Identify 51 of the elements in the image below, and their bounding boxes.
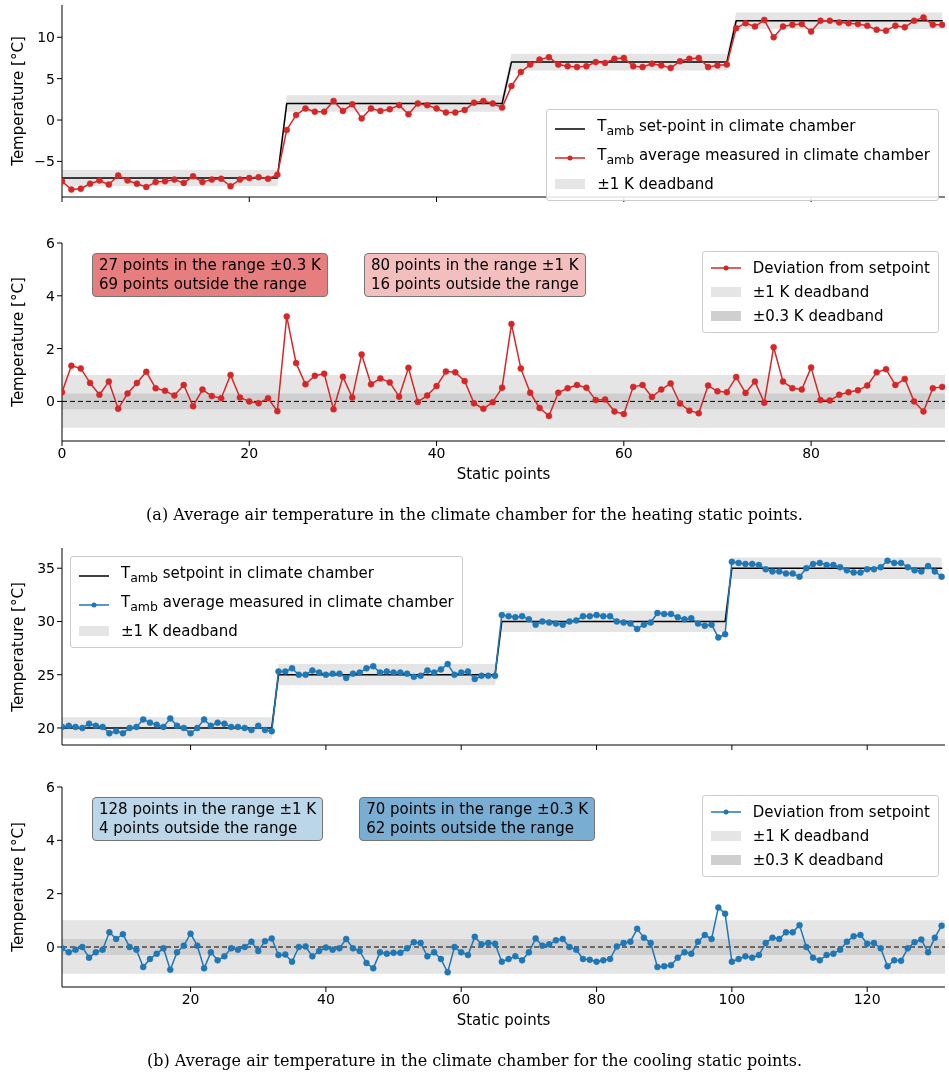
text: (b) Average air temperature in the climate chamber for the cooling static points. xyxy=(145,1051,804,1070)
y-tick-label: 6 xyxy=(46,778,56,795)
y-tick-label: 2 xyxy=(46,340,55,357)
y-tick-label: 30 xyxy=(37,613,55,630)
legend-label: T$_{amb}$ set-point in climate chamber xyxy=(597,116,856,140)
legend-label: ±1 K deadband xyxy=(752,282,870,303)
y-axis-title: Temperature [°C] xyxy=(9,581,27,712)
y-tick-label: 25 xyxy=(37,666,55,683)
x-tick-label: 120 xyxy=(853,990,881,1007)
y-tick-label: 5 xyxy=(46,70,55,87)
y-axis-title: Temperature [°C] xyxy=(9,277,27,407)
x-tick-label: 60 xyxy=(614,444,633,461)
y-tick-label: 0 xyxy=(46,938,55,955)
legend-label: T$_{amb}$ setpoint in climate chamber xyxy=(121,563,374,587)
legend-label: ±1 K deadband xyxy=(597,174,714,195)
x-tick-label: 80 xyxy=(802,444,821,461)
y-tick-label: −5 xyxy=(34,153,55,170)
y-tick-label: 35 xyxy=(37,560,55,577)
y-tick-label: 10 xyxy=(37,29,55,46)
x-tick-label: 80 xyxy=(587,990,606,1007)
legend-label: T$_{amb}$ average measured in climate chamber xyxy=(121,592,454,616)
x-tick-label: 60 xyxy=(452,990,471,1007)
annotation: 128 points in the range ±1 K 4 points outside the range xyxy=(92,797,324,841)
y-tick-label: 4 xyxy=(46,287,56,304)
x-tick-label: 40 xyxy=(427,444,446,461)
legend-label: ±1 K deadband xyxy=(121,621,238,642)
text: (a) Average air temperature in the climate chamber for the heating static points. xyxy=(145,505,804,524)
legend-label: Deviation from setpoint xyxy=(752,802,930,823)
x-axis-title: Static points xyxy=(455,1011,552,1029)
legend-label: ±0.3 K deadband xyxy=(752,850,884,871)
annotation: 80 points in the range ±1 K 16 points outside the range xyxy=(363,253,586,297)
y-tick-label: 20 xyxy=(37,719,55,736)
legend-label: Deviation from setpoint xyxy=(752,258,930,279)
x-tick-label: 20 xyxy=(240,444,259,461)
legend-label: ±1 K deadband xyxy=(752,826,870,847)
x-tick-label: 0 xyxy=(57,444,67,461)
x-tick-label: 20 xyxy=(181,990,200,1007)
x-tick-label: 100 xyxy=(718,990,746,1007)
y-axis-title: Temperature [°C] xyxy=(9,36,27,166)
y-tick-label: 0 xyxy=(46,112,55,128)
x-tick-label: 40 xyxy=(316,990,335,1007)
y-tick-label: 6 xyxy=(46,234,56,251)
legend-label: ±0.3 K deadband xyxy=(752,306,884,327)
x-axis-title: Static points xyxy=(455,465,552,483)
annotation: 27 points in the range ±0.3 K 69 points outside the range xyxy=(92,253,328,297)
y-tick-label: 0 xyxy=(46,393,55,410)
y-axis-title: Temperature [°C] xyxy=(9,822,27,952)
y-tick-label: 2 xyxy=(46,885,55,902)
y-tick-label: 4 xyxy=(46,832,56,849)
legend-label: T$_{amb}$ average measured in climate chamber xyxy=(597,145,930,169)
annotation: 70 points in the range ±0.3 K 62 points outside the range xyxy=(359,797,596,841)
